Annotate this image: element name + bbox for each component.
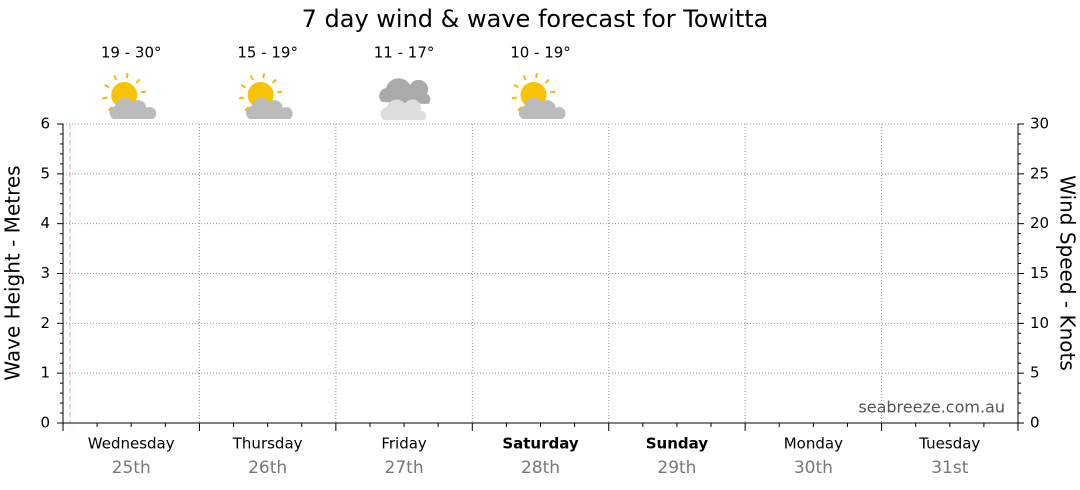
date-label: 27th [385, 458, 424, 478]
sun-ray [550, 90, 556, 94]
y-tick-label: 3 [40, 264, 50, 282]
y2-tick-label: 10 [1030, 314, 1049, 332]
sun-ray [104, 84, 110, 89]
temperature: 11 - 17° [374, 44, 435, 62]
x-tick-label: Monday [784, 435, 843, 453]
cloud [379, 78, 431, 104]
date-label: 29th [657, 458, 696, 478]
sun-ray [249, 74, 254, 81]
x-tick-label: Wednesday [88, 435, 175, 453]
sun-ray [522, 74, 527, 81]
y2-tick-label: 5 [1030, 364, 1040, 382]
y2-tick-label: 15 [1030, 264, 1049, 282]
temperature: 10 - 19° [510, 44, 571, 62]
sun-ray [140, 90, 147, 94]
date-label: 28th [521, 458, 560, 478]
sun-ray [517, 106, 523, 112]
y-tick-label: 1 [40, 364, 50, 382]
sun-ray [102, 96, 108, 100]
sun-ray [125, 73, 129, 79]
y2-axis-label: Wind Speed - Knots [1056, 175, 1080, 371]
y-tick-label: 0 [40, 414, 50, 432]
y-tick-label: 2 [40, 314, 50, 332]
cloud [518, 97, 566, 119]
y2-tick-label: 20 [1030, 214, 1049, 232]
x-tick-label: Thursday [232, 435, 303, 453]
x-tick-label: Friday [381, 435, 427, 453]
x-tick-label: Tuesday [918, 435, 980, 453]
y-axis-label: Wave Height - Metres [1, 165, 25, 380]
sun-ray [113, 74, 118, 81]
weather-icon [238, 73, 293, 119]
y2-tick-label: 25 [1030, 164, 1049, 182]
y-tick-label: 4 [40, 214, 50, 232]
x-tick-label: Saturday [502, 435, 579, 453]
date-label: 30th [794, 458, 833, 478]
cloud [109, 97, 157, 119]
chart-title: 7 day wind & wave forecast for Towitta [302, 5, 769, 33]
sun-ray [535, 73, 538, 79]
watermark: seabreeze.com.au [858, 398, 1005, 417]
sun-ray [244, 106, 250, 112]
temperature: 19 - 30° [101, 44, 162, 62]
temperature: 15 - 19° [237, 44, 298, 62]
sun-ray [511, 96, 517, 100]
sun-ray [513, 84, 519, 89]
y-tick-label: 5 [40, 164, 50, 182]
sun-ray [277, 90, 283, 94]
sun-ray [240, 84, 246, 89]
date-label: 26th [248, 458, 287, 478]
weather-icon [102, 73, 157, 119]
sun-ray [238, 96, 245, 100]
y2-tick-label: 0 [1030, 414, 1040, 432]
date-label: 25th [112, 458, 151, 478]
sun-ray [262, 73, 266, 79]
y-tick-label: 6 [40, 115, 50, 133]
date-label: 31st [931, 458, 968, 478]
x-tick-label: Sunday [646, 435, 709, 453]
sun-ray [544, 78, 550, 84]
cloud [380, 99, 427, 120]
cloud [246, 97, 293, 119]
weather-icon [511, 73, 566, 119]
sun-ray [271, 78, 277, 84]
sun-ray [107, 106, 113, 112]
weather-icon [379, 78, 431, 120]
sun-ray [135, 78, 141, 84]
y2-tick-label: 30 [1030, 115, 1049, 133]
